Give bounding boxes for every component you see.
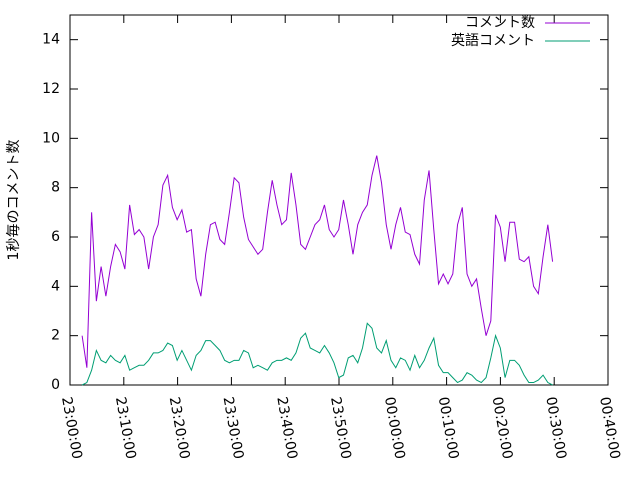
x-tick-label: 23:30:00 bbox=[220, 396, 247, 461]
y-tick-label: 6 bbox=[51, 229, 60, 245]
x-tick-label: 23:20:00 bbox=[166, 396, 193, 461]
y-tick-label: 2 bbox=[51, 328, 60, 344]
x-tick-label: 23:10:00 bbox=[112, 396, 139, 461]
y-tick-label: 0 bbox=[51, 377, 60, 393]
plot-border bbox=[69, 14, 609, 386]
y-tick-label: 8 bbox=[51, 180, 60, 196]
series-line bbox=[81, 155, 554, 368]
legend-label: 英語コメント bbox=[451, 32, 535, 49]
x-tick-label: 00:10:00 bbox=[435, 396, 462, 461]
series-line bbox=[81, 322, 553, 386]
legend-label: コメント数 bbox=[465, 15, 535, 31]
y-tick-label: 4 bbox=[51, 278, 60, 294]
x-tick-label: 23:50:00 bbox=[327, 396, 354, 461]
x-tick-label: 23:00:00 bbox=[58, 396, 85, 461]
y-tick-label: 14 bbox=[42, 32, 60, 48]
x-tick-label: 00:00:00 bbox=[381, 396, 408, 461]
y-tick-label: 12 bbox=[42, 81, 60, 97]
x-tick-label: 23:40:00 bbox=[273, 396, 300, 461]
x-tick-label: 00:30:00 bbox=[542, 396, 569, 461]
y-tick-label: 10 bbox=[42, 130, 60, 146]
y-axis-label: 1秒毎のコメント数 bbox=[6, 140, 22, 261]
x-tick-label: 00:20:00 bbox=[489, 396, 516, 461]
x-tick-label: 00:40:00 bbox=[596, 396, 623, 461]
